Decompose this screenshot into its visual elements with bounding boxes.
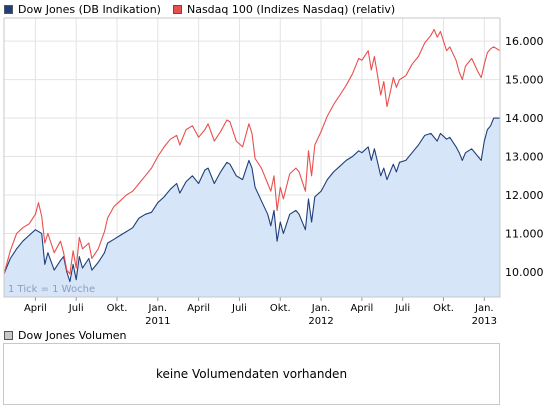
volume-panel: keine Volumendaten vorhanden: [3, 343, 500, 405]
legend-label-dow: Dow Jones (DB Indikation): [18, 2, 161, 16]
legend-item-nasdaq: Nasdaq 100 (Indizes Nasdaq) (relativ): [172, 2, 396, 16]
x-tick-label: Okt.: [270, 303, 291, 314]
x-tick-label: Jan.: [474, 303, 494, 314]
x-tick-label: April: [350, 303, 373, 314]
series-area-dow: [4, 118, 500, 297]
tick-note: 1 Tick = 1 Woche: [8, 284, 95, 295]
x-tick-label: April: [24, 303, 47, 314]
volume-legend: Dow Jones Volumen: [4, 329, 127, 342]
legend-label-nasdaq: Nasdaq 100 (Indizes Nasdaq) (relativ): [186, 2, 396, 16]
y-tick-label: 15.000: [505, 74, 544, 87]
legend-swatch-nasdaq: [172, 4, 182, 14]
y-tick-label: 12.000: [505, 189, 544, 202]
x-tick-label: Okt.: [433, 303, 454, 314]
y-tick-label: 10.000: [505, 266, 544, 279]
legend-swatch-dow: [4, 4, 13, 14]
x-tick-label: Juli: [231, 303, 247, 314]
x-tick-year: 2012: [308, 316, 333, 327]
series-line-nasdaq: [3, 28, 501, 275]
x-tick-label: Juli: [68, 303, 84, 314]
y-tick-label: 11.000: [505, 228, 544, 241]
x-tick-label: Jan.: [311, 303, 331, 314]
legend-swatch-volume: [4, 331, 13, 340]
series-line-dow: [3, 117, 500, 283]
volume-legend-label: Dow Jones Volumen: [18, 329, 127, 342]
x-tick-year: 2011: [145, 316, 170, 327]
chart-legend: Dow Jones (DB Indikation) Nasdaq 100 (In…: [4, 2, 407, 16]
legend-item-dow: Dow Jones (DB Indikation): [4, 3, 161, 16]
y-tick-label: 16.000: [505, 35, 544, 48]
price-chart: 10.000 11.000 12.000 13.000 14.000 15.000 16.0…: [3, 17, 544, 327]
x-tick-label: Jan.: [148, 303, 168, 314]
y-tick-label: 14.000: [505, 112, 544, 125]
x-tick-year: 2013: [472, 316, 497, 327]
y-tick-label: 13.000: [505, 151, 544, 164]
x-tick-label: April: [187, 303, 210, 314]
plot-border: [3, 17, 501, 298]
x-tick-label: Juli: [394, 303, 410, 314]
volume-empty-message: keine Volumendaten vorhanden: [155, 367, 348, 381]
x-tick-label: Okt.: [107, 303, 128, 314]
